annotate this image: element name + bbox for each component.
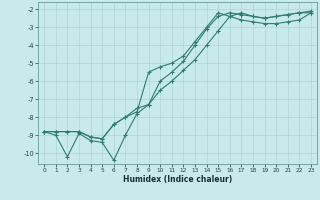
X-axis label: Humidex (Indice chaleur): Humidex (Indice chaleur) [123, 175, 232, 184]
